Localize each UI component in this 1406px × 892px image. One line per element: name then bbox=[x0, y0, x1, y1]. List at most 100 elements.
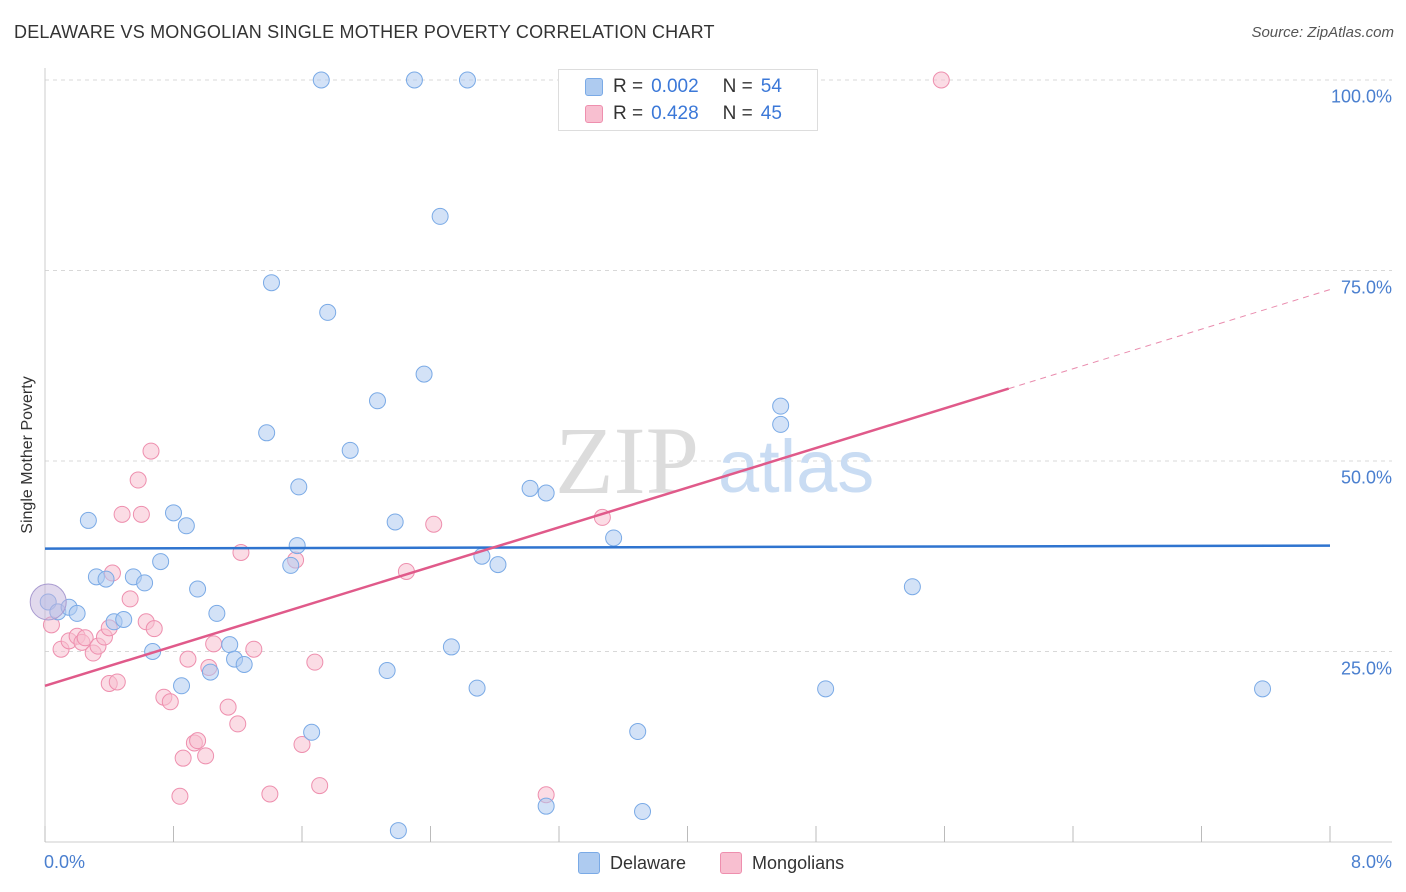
mongolian-point bbox=[197, 747, 215, 765]
stats-legend: R = 0.002 N = 54 R = 0.428 N = 45 bbox=[558, 69, 818, 131]
legend-item-mongolians[interactable]: Mongolians bbox=[720, 852, 844, 874]
y-tick-label: 100.0% bbox=[1330, 86, 1392, 107]
mongolian-point bbox=[293, 735, 311, 753]
delaware-point bbox=[235, 655, 253, 673]
mongolian-point bbox=[311, 777, 329, 795]
mongolian-point bbox=[132, 505, 150, 523]
delaware-point bbox=[903, 578, 921, 596]
delaware-point bbox=[1254, 680, 1272, 698]
mongolian-point bbox=[261, 785, 279, 803]
mongolian-point bbox=[306, 653, 324, 671]
delaware-point bbox=[208, 604, 226, 622]
legend-n-label: N = bbox=[722, 76, 753, 97]
legend-n-label: N = bbox=[722, 103, 753, 124]
delaware-point bbox=[165, 504, 182, 522]
chart-title: DELAWARE VS MONGOLIAN SINGLE MOTHER POVE… bbox=[14, 22, 715, 42]
delaware-point bbox=[537, 484, 555, 502]
delaware-legend-swatch bbox=[578, 852, 600, 874]
legend-r-value: 0.428 bbox=[651, 103, 699, 124]
mongolian-point bbox=[932, 71, 950, 89]
legend-row-mongolians: R = 0.428 N = 45 bbox=[585, 102, 782, 126]
delaware-point bbox=[431, 207, 449, 225]
mongolian-point bbox=[129, 471, 147, 489]
mongolian-point bbox=[171, 787, 189, 805]
delaware-point bbox=[415, 365, 433, 383]
delaware-point bbox=[221, 636, 239, 654]
delaware-point bbox=[537, 797, 555, 815]
delaware-point bbox=[442, 638, 460, 656]
delaware-point bbox=[136, 574, 154, 592]
delaware-point bbox=[97, 570, 115, 588]
legend-n-value: 54 bbox=[760, 76, 782, 97]
legend-r-label: R = bbox=[613, 76, 644, 97]
delaware-point bbox=[177, 517, 195, 535]
delaware-point bbox=[303, 723, 321, 741]
delaware-point bbox=[468, 679, 486, 697]
legend-row-delaware: R = 0.002 N = 54 bbox=[585, 75, 782, 99]
delaware-point bbox=[772, 415, 790, 433]
delaware-point bbox=[282, 556, 300, 574]
series-legend: Delaware Mongolians bbox=[578, 852, 878, 874]
delaware-point bbox=[262, 274, 280, 292]
trend-lines bbox=[44, 289, 1331, 687]
delaware-point bbox=[319, 303, 337, 321]
delaware-point bbox=[68, 604, 86, 622]
delaware-point bbox=[772, 397, 790, 415]
delaware-points bbox=[29, 71, 1272, 840]
delaware-point bbox=[368, 392, 386, 410]
mongolians-points bbox=[42, 71, 950, 805]
delaware-point bbox=[458, 71, 476, 89]
mongolian-swatch bbox=[585, 105, 603, 123]
delaware-point bbox=[489, 556, 507, 574]
delaware-point bbox=[312, 71, 330, 89]
delaware-point bbox=[258, 424, 276, 442]
delaware-point bbox=[290, 478, 308, 496]
legend-label-delaware: Delaware bbox=[610, 852, 687, 873]
cluster-point bbox=[29, 583, 67, 621]
delaware-point bbox=[288, 537, 306, 555]
mongolian-point bbox=[425, 515, 443, 533]
source-label: Source: ZipAtlas.com bbox=[1251, 24, 1394, 41]
delaware-point bbox=[817, 680, 835, 698]
delaware-point bbox=[389, 822, 407, 840]
mongolian-point bbox=[142, 442, 160, 460]
mongolian-point bbox=[76, 629, 94, 647]
mongolian-point bbox=[219, 698, 237, 716]
mongolian-point bbox=[145, 620, 163, 638]
axes bbox=[44, 68, 1392, 843]
mongolian-point bbox=[121, 590, 139, 608]
legend-item-delaware[interactable]: Delaware bbox=[578, 852, 686, 874]
delaware-point bbox=[79, 511, 97, 529]
watermark-zip: ZIP bbox=[555, 407, 699, 514]
legend-r-value: 0.002 bbox=[651, 76, 699, 97]
grid-lines bbox=[45, 79, 1392, 652]
mongolian-point bbox=[232, 543, 250, 561]
x-tick-max: 8.0% bbox=[1350, 852, 1392, 872]
mongolian-point bbox=[229, 715, 247, 733]
mongolian-trend-extension bbox=[1008, 289, 1331, 390]
delaware-point bbox=[521, 479, 539, 497]
mongolian-point bbox=[189, 732, 207, 750]
mongolian-point bbox=[174, 749, 192, 767]
delaware-point bbox=[152, 553, 170, 571]
delaware-point bbox=[173, 677, 191, 695]
mongolian-point bbox=[161, 693, 179, 711]
mongolian-point bbox=[205, 635, 223, 653]
legend-r-label: R = bbox=[613, 103, 644, 124]
y-tick-label: 50.0% bbox=[1340, 467, 1392, 488]
mongolian-point bbox=[113, 505, 131, 523]
delaware-point bbox=[629, 723, 647, 741]
legend-label-mongolians: Mongolians bbox=[752, 852, 845, 873]
mongolian-point bbox=[179, 650, 197, 668]
delaware-trend-line bbox=[44, 544, 1331, 550]
delaware-point bbox=[634, 803, 652, 821]
delaware-point bbox=[386, 513, 404, 531]
mongolian-legend-swatch bbox=[720, 852, 743, 874]
delaware-swatch bbox=[585, 78, 603, 96]
delaware-point bbox=[115, 610, 133, 628]
y-tick-label: 25.0% bbox=[1340, 658, 1392, 678]
y-tick-label: 75.0% bbox=[1340, 277, 1392, 297]
mongolian-point bbox=[108, 673, 126, 691]
legend-n-value: 45 bbox=[760, 103, 782, 124]
